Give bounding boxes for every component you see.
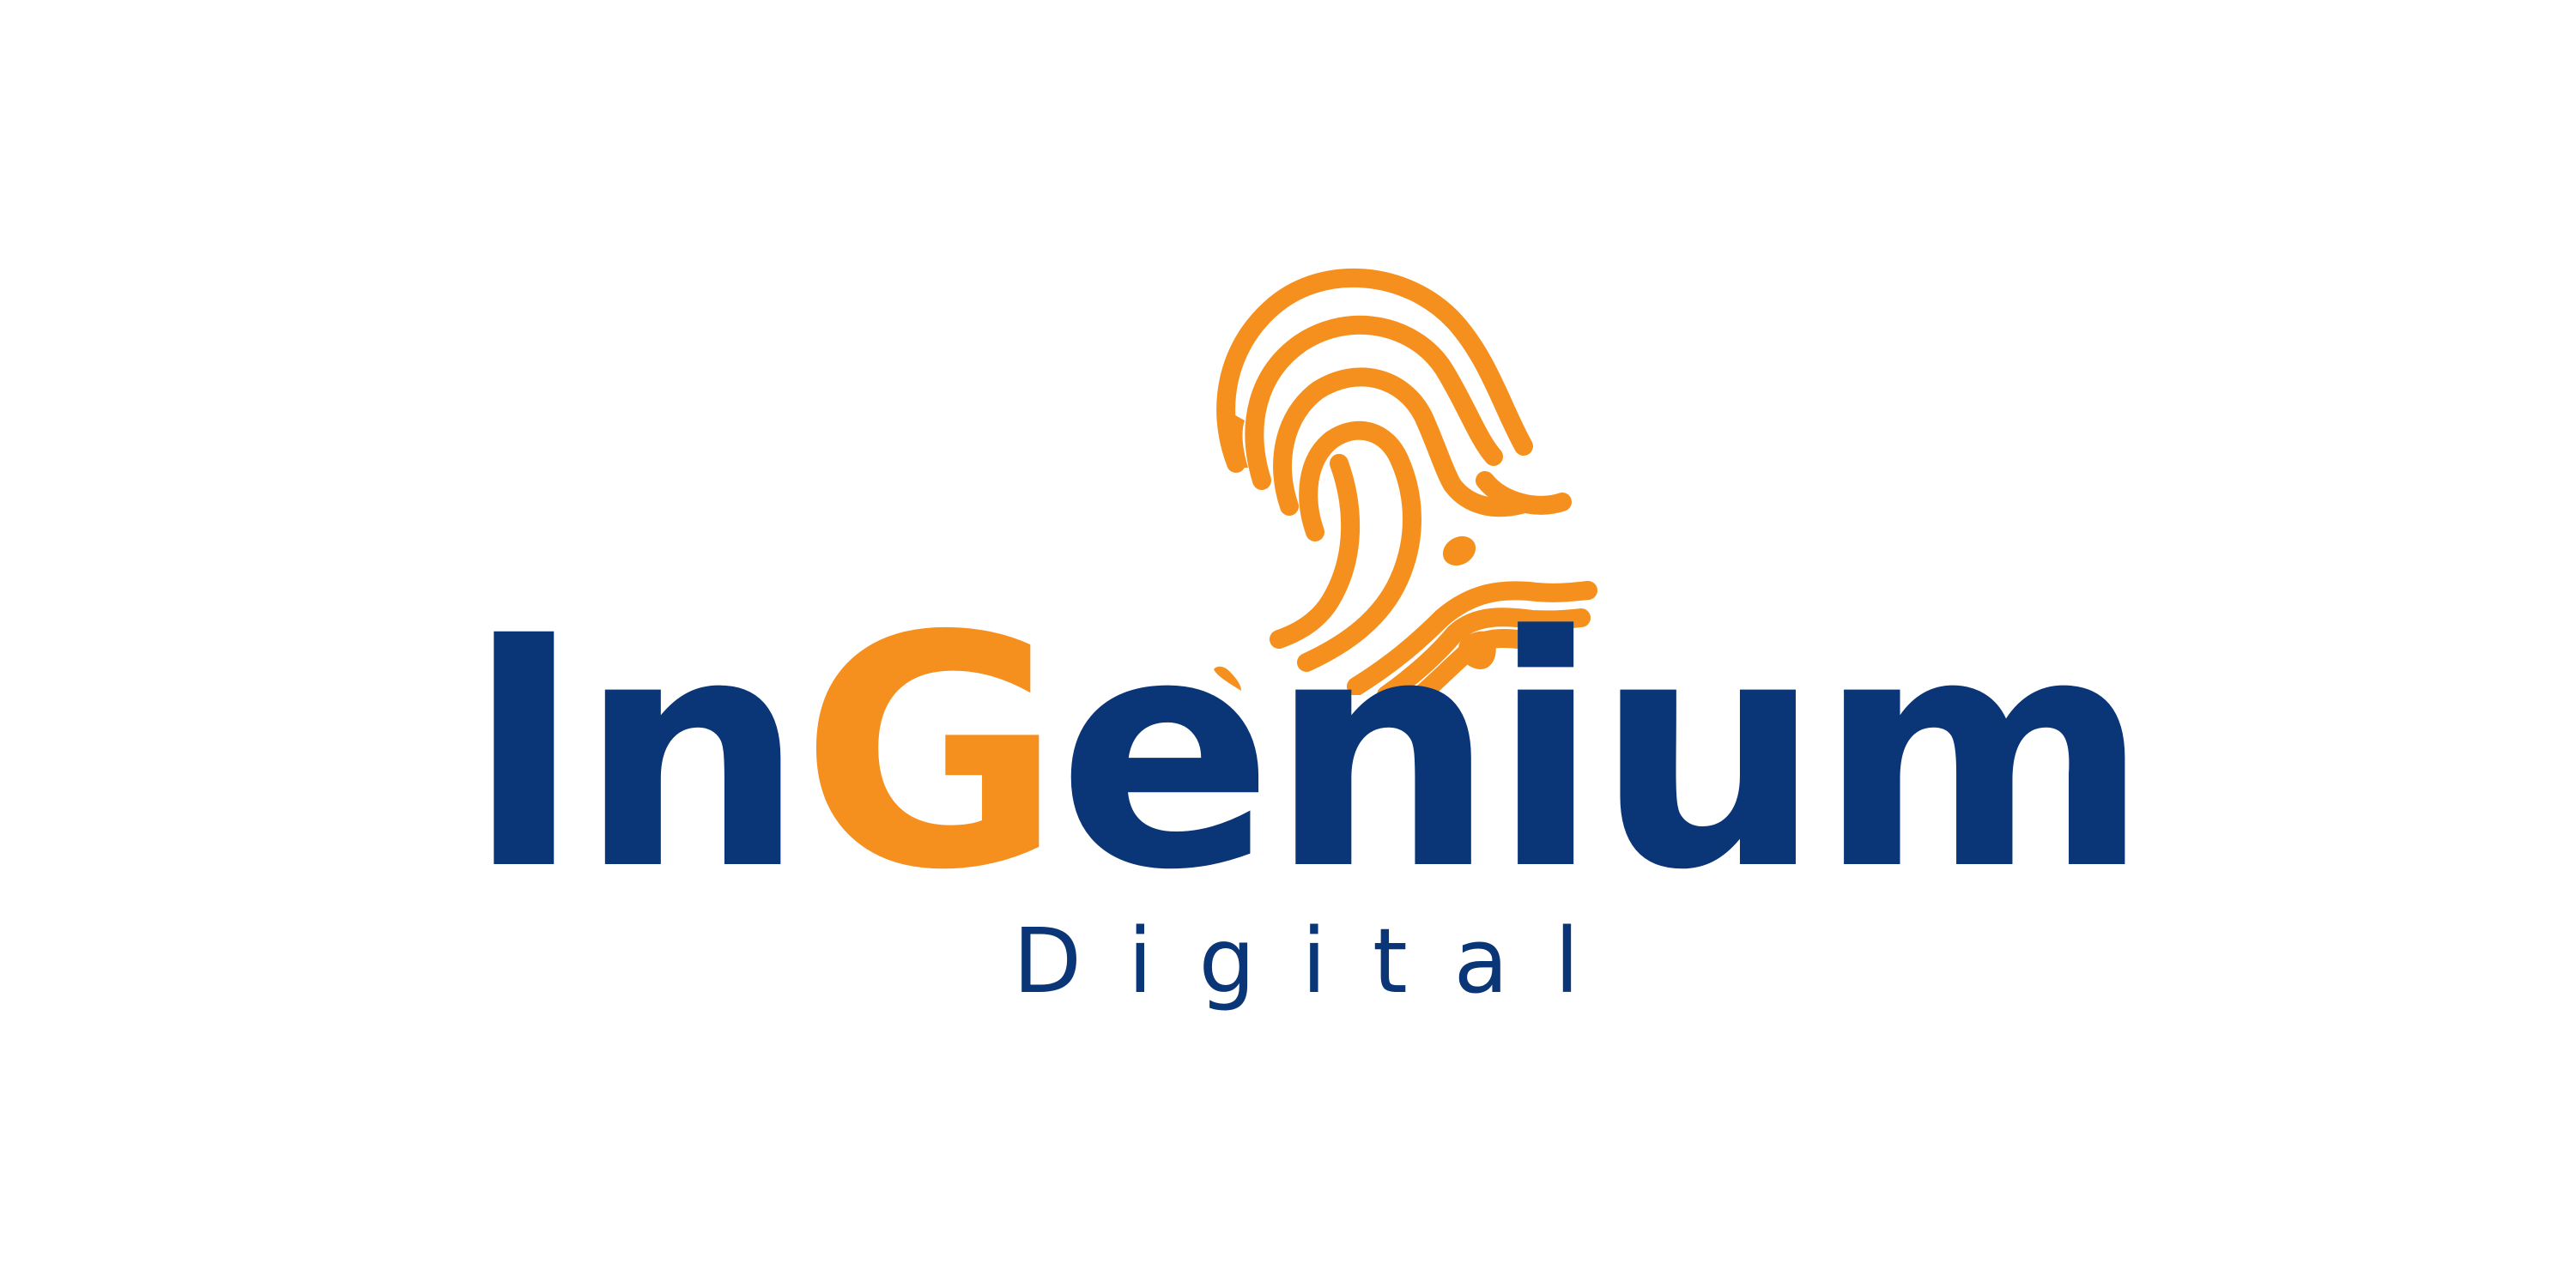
wordmark-part-in: In [464, 568, 805, 940]
tagline-letter: i [1127, 909, 1153, 1013]
tagline-letter: a [1453, 909, 1509, 1013]
tagline-letter: g [1198, 909, 1256, 1013]
fingerprint-icon [1214, 268, 1597, 695]
wordmark-part-g: G [800, 568, 1062, 940]
tagline-letter: l [1555, 909, 1579, 1013]
tagline-letter: t [1372, 909, 1408, 1013]
tagline-letter: i [1301, 909, 1327, 1013]
tagline-letter: D [1013, 909, 1082, 1013]
wordmark-part-enium: enium [1057, 568, 2150, 940]
